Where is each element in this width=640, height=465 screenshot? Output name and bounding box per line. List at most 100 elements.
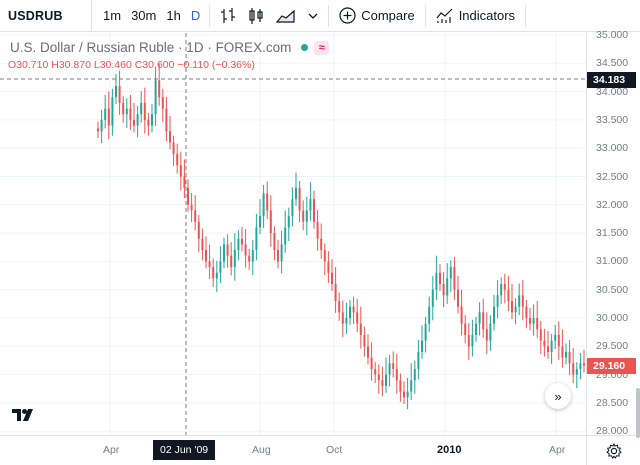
price-label: 32.500 xyxy=(596,170,629,183)
ohlc-values: O30.710 H30.870 L30.460 C30.600 −0.110 (… xyxy=(8,59,255,71)
candle-body xyxy=(331,272,333,285)
toolbar-divider xyxy=(209,4,211,27)
candle-body xyxy=(280,244,283,262)
candle-body xyxy=(100,119,103,132)
market-status-dot[interactable] xyxy=(301,44,309,51)
candle-body xyxy=(208,261,211,268)
time-label-aug: Aug xyxy=(252,444,271,456)
candle-body xyxy=(197,221,200,239)
area-chart-icon xyxy=(276,9,295,23)
price-label: 35.000 xyxy=(596,29,629,41)
candle-body xyxy=(215,272,218,279)
candle-body xyxy=(460,306,463,324)
chart-grid xyxy=(0,33,586,435)
scroll-to-realtime-button[interactable]: » xyxy=(545,383,571,409)
symbol-description: U.S. Dollar / Russian Ruble · 1D · FOREX… xyxy=(10,40,292,55)
candle-body xyxy=(316,221,319,239)
candle-body xyxy=(554,334,557,341)
candle-body xyxy=(194,210,197,222)
candle-body xyxy=(489,323,492,341)
candle-body xyxy=(187,187,189,205)
open-value: 30.710 xyxy=(16,59,49,71)
tradingview-logo-icon xyxy=(12,409,33,421)
candle-body xyxy=(377,374,380,381)
time-label-apr: Apr xyxy=(103,444,120,456)
compare-label: Compare xyxy=(361,8,415,23)
candle-body xyxy=(122,102,125,115)
candle-body xyxy=(223,244,225,262)
area-style-button[interactable] xyxy=(270,0,302,32)
scrollbar-thumb[interactable] xyxy=(636,388,640,438)
compare-button[interactable]: Compare xyxy=(333,0,420,32)
candles-style-button[interactable] xyxy=(242,0,270,32)
price-label: 34.000 xyxy=(596,85,629,98)
candle-body xyxy=(417,351,420,369)
price-scrollbar[interactable] xyxy=(636,33,640,438)
bar-style-button[interactable] xyxy=(214,0,242,32)
price-label: 34.500 xyxy=(596,57,629,70)
candle-body xyxy=(500,284,503,296)
candle-body xyxy=(356,312,359,324)
candle-body xyxy=(136,114,139,126)
interval-30m-button[interactable]: 30m xyxy=(131,8,157,23)
candle-body xyxy=(338,301,341,313)
candle-body xyxy=(269,210,272,234)
crosshair-price-label: 34.183 xyxy=(587,72,637,88)
candle-body xyxy=(201,238,204,251)
candle-body xyxy=(172,142,175,154)
price-axis[interactable]: 35.000 34.500 34.000 33.500 33.000 32.500 32.0… xyxy=(586,29,640,437)
interval-1m-button[interactable]: 1m xyxy=(103,8,122,23)
candle-body xyxy=(104,108,107,120)
chart-settings-button[interactable] xyxy=(586,435,640,465)
candle-body xyxy=(244,244,247,256)
candle-body xyxy=(514,306,517,313)
candle-body xyxy=(284,227,287,245)
candle-body xyxy=(345,318,348,324)
candle-body xyxy=(428,306,431,324)
candle-body xyxy=(392,363,395,369)
candle-body xyxy=(367,346,369,358)
candle-body xyxy=(212,267,215,279)
candle-body xyxy=(266,193,269,211)
candle-body xyxy=(579,363,582,369)
price-chart[interactable] xyxy=(0,33,586,435)
candle-body xyxy=(262,193,265,217)
candle-body xyxy=(305,210,308,222)
chevron-down-icon xyxy=(308,13,318,19)
candle-body xyxy=(385,374,387,386)
interval-dropdown-button[interactable]: D xyxy=(190,8,201,23)
candle-body xyxy=(561,346,564,358)
candle-body xyxy=(259,216,261,228)
candle-body xyxy=(439,272,441,285)
candle-body xyxy=(129,108,132,120)
tradingview-logo[interactable] xyxy=(12,408,36,427)
data-problem-badge[interactable]: ≈ xyxy=(314,40,330,55)
candle-body xyxy=(511,301,513,313)
interval-1h-button[interactable]: 1h xyxy=(166,8,181,23)
gear-icon xyxy=(605,442,622,459)
candles-icon xyxy=(249,7,263,24)
candle-body xyxy=(529,318,531,324)
candle-body xyxy=(241,238,243,245)
candle-body xyxy=(406,391,409,398)
candle-body xyxy=(575,368,578,375)
candle-body xyxy=(399,380,402,392)
candle-body xyxy=(277,250,279,262)
candle-body xyxy=(359,323,362,335)
low-label: L xyxy=(93,59,100,71)
candle-body xyxy=(298,187,301,211)
candle-body xyxy=(147,119,150,126)
candle-body xyxy=(237,238,240,251)
time-axis[interactable]: Apr Aug Oct 2010 Apr 02 Jun '09 xyxy=(0,435,586,465)
candle-body xyxy=(334,284,337,302)
crosshair-date-label: 02 Jun '09 xyxy=(153,440,216,460)
candle-body xyxy=(431,289,434,307)
symbol-search-button[interactable]: USDRUB xyxy=(0,0,92,32)
toolbar-divider xyxy=(328,4,330,27)
candle-body xyxy=(115,85,117,98)
candle-body xyxy=(363,334,366,347)
indicators-button[interactable]: Indicators xyxy=(430,0,521,32)
double-chevron-right-icon: » xyxy=(554,388,562,404)
chart-style-dropdown[interactable] xyxy=(302,0,324,32)
candle-body xyxy=(424,323,427,341)
